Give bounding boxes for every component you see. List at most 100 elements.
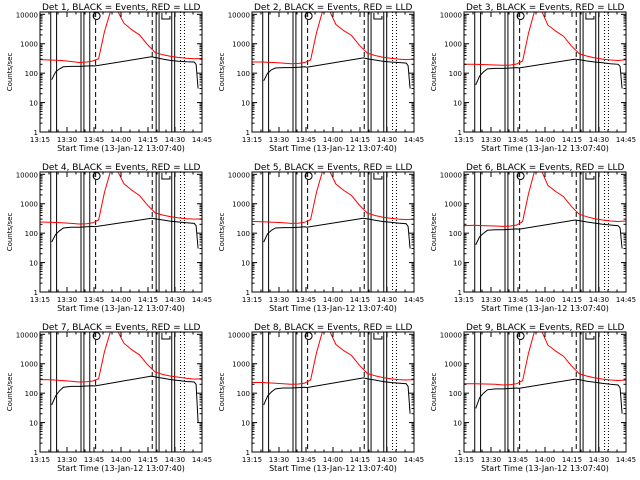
y-axis-label: Counts/sec <box>6 53 14 92</box>
y-tick-label: 10 <box>241 260 250 268</box>
x-axis-label: Start Time (13-Jan-12 13:07:40) <box>481 464 609 473</box>
x-tick-label: 13:45 <box>296 456 316 464</box>
x-tick-label: 14:30 <box>377 136 397 144</box>
y-axis-label: Counts/sec <box>430 213 438 252</box>
y-tick-label: 10000 <box>16 11 38 19</box>
series-line-lld <box>252 12 414 65</box>
plot-frame <box>251 171 415 293</box>
y-tick-label: 100 <box>25 230 38 238</box>
y-axis-label: Counts/sec <box>218 53 226 92</box>
x-tick-label: 13:45 <box>296 136 316 144</box>
panel-det-2: Det 2, BLACK = Events, RED = LLD Counts/s… <box>218 3 424 153</box>
x-tick-label: 14:15 <box>138 296 158 304</box>
x-axis-label: Start Time (13-Jan-12 13:07:40) <box>481 304 609 313</box>
x-tick-label: 13:15 <box>242 456 262 464</box>
top-marker-step <box>585 173 595 180</box>
x-tick-label: 14:15 <box>562 296 582 304</box>
series-line-events <box>51 56 199 89</box>
y-axis-label: Counts/sec <box>430 373 438 412</box>
y-tick-label: 1000 <box>444 201 462 209</box>
y-tick-label: 1 <box>458 449 462 457</box>
vertical-markers <box>474 12 609 132</box>
x-tick-label: 13:15 <box>454 296 474 304</box>
x-tick-label: 13:45 <box>508 456 528 464</box>
x-tick-label: 13:15 <box>30 136 50 144</box>
top-marker-step <box>161 173 171 180</box>
x-tick-label: 13:30 <box>269 456 289 464</box>
y-tick-label: 10000 <box>228 171 250 179</box>
x-tick-label: 14:30 <box>589 136 609 144</box>
x-tick-label: 14:00 <box>111 456 131 464</box>
x-tick-label: 13:15 <box>454 456 474 464</box>
panel-title: Det 2, BLACK = Events, RED = LLD <box>254 3 413 13</box>
x-tick-label: 14:00 <box>535 296 555 304</box>
y-tick-label: 10 <box>29 420 38 428</box>
panel-title: Det 3, BLACK = Events, RED = LLD <box>466 3 625 13</box>
y-tick-label: 10 <box>29 260 38 268</box>
series-line-events <box>263 377 411 414</box>
series-line-events <box>51 217 199 249</box>
x-tick-label: 14:45 <box>404 456 424 464</box>
x-tick-label: 14:15 <box>562 456 582 464</box>
x-tick-label: 14:45 <box>616 136 636 144</box>
y-tick-label: 1 <box>458 289 462 297</box>
y-tick-label: 1000 <box>232 41 250 49</box>
series-line-lld <box>464 12 626 66</box>
panel-title: Det 4, BLACK = Events, RED = LLD <box>42 163 201 173</box>
vertical-markers <box>474 332 609 452</box>
y-tick-label: 10 <box>453 260 462 268</box>
panel-det-5: Det 5, BLACK = Events, RED = LLD Counts/s… <box>218 163 424 313</box>
x-tick-label: 14:15 <box>350 456 370 464</box>
plot-frame <box>251 11 415 133</box>
series-line-events <box>475 378 623 414</box>
y-tick-label: 10000 <box>228 11 250 19</box>
series-group <box>40 172 202 249</box>
series-group <box>252 172 414 249</box>
series-group <box>252 12 414 89</box>
series-group <box>40 12 202 89</box>
x-tick-label: 14:30 <box>165 296 185 304</box>
vertical-markers <box>50 12 185 132</box>
panel-title: Det 9, BLACK = Events, RED = LLD <box>466 323 625 333</box>
top-marker-step <box>373 173 383 180</box>
series-line-events <box>51 375 199 423</box>
x-tick-label: 13:45 <box>296 296 316 304</box>
x-tick-label: 13:45 <box>508 296 528 304</box>
x-tick-label: 14:30 <box>165 456 185 464</box>
panel-title: Det 6, BLACK = Events, RED = LLD <box>466 163 625 173</box>
top-marker-step <box>373 333 383 340</box>
plot-frame <box>463 171 627 293</box>
panel-det-9: Det 9, BLACK = Events, RED = LLD Counts/s… <box>430 323 636 473</box>
x-tick-label: 13:15 <box>454 136 474 144</box>
x-tick-label: 14:00 <box>535 456 555 464</box>
series-group <box>252 332 414 414</box>
x-tick-label: 13:30 <box>269 136 289 144</box>
plot-frame <box>39 331 203 453</box>
y-tick-label: 10 <box>29 100 38 108</box>
panel-det-8: Det 8, BLACK = Events, RED = LLD Counts/s… <box>218 323 424 473</box>
y-tick-label: 10000 <box>16 331 38 339</box>
y-tick-label: 100 <box>449 230 462 238</box>
x-tick-label: 13:45 <box>84 296 104 304</box>
y-tick-label: 1 <box>34 449 38 457</box>
x-tick-label: 14:00 <box>111 296 131 304</box>
y-tick-label: 1000 <box>444 41 462 49</box>
series-group <box>464 172 626 249</box>
y-tick-label: 1000 <box>20 361 38 369</box>
x-tick-label: 13:30 <box>269 296 289 304</box>
series-line-events <box>263 217 411 249</box>
series-line-lld <box>464 172 626 227</box>
y-tick-label: 100 <box>237 70 250 78</box>
y-tick-label: 1000 <box>20 41 38 49</box>
y-tick-label: 1 <box>246 129 250 137</box>
panel-det-4: Det 4, BLACK = Events, RED = LLD Counts/s… <box>6 163 212 313</box>
panel-det-3: Det 3, BLACK = Events, RED = LLD Counts/s… <box>430 3 636 153</box>
plot-frame <box>251 331 415 453</box>
x-tick-label: 13:15 <box>242 296 262 304</box>
y-tick-label: 10000 <box>440 331 462 339</box>
panel-title: Det 1, BLACK = Events, RED = LLD <box>42 3 201 13</box>
y-axis-label: Counts/sec <box>430 53 438 92</box>
plot-frame <box>39 171 203 293</box>
y-tick-label: 100 <box>237 390 250 398</box>
x-tick-label: 13:30 <box>57 296 77 304</box>
